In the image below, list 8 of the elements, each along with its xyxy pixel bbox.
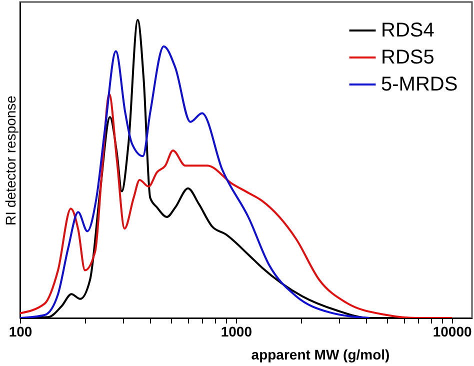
legend-label: RDS5 (381, 46, 434, 68)
x-tick-label: 1000 (220, 324, 252, 340)
x-axis-title: apparent MW (g/mol) (251, 346, 390, 362)
legend-label: 5-MRDS (381, 74, 458, 96)
x-tick-label: 100 (8, 324, 32, 340)
legend-label: RDS4 (381, 20, 434, 42)
x-tick-label: 10000 (432, 324, 472, 340)
y-axis-title: RI detector response (2, 95, 18, 226)
